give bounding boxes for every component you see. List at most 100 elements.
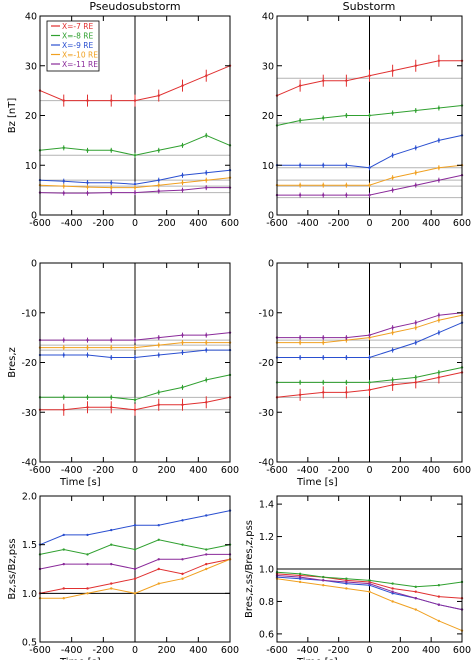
x-tick-label: -200: [328, 645, 350, 656]
data-point: [205, 341, 208, 344]
data-point: [345, 193, 348, 197]
x-tick-label: 0: [366, 218, 372, 229]
y-tick-label: -10: [21, 308, 37, 319]
data-point: [62, 184, 65, 188]
data-point: [205, 74, 208, 77]
data-point: [345, 391, 348, 394]
data-point: [345, 587, 348, 590]
data-point: [437, 166, 441, 169]
data-point: [345, 381, 348, 384]
data-point: [414, 608, 417, 611]
data-point: [181, 558, 184, 561]
data-point: [86, 396, 89, 399]
data-point: [110, 99, 113, 102]
data-point: [368, 193, 371, 197]
data-point: [157, 403, 160, 406]
legend-label: X=-10 RE: [62, 51, 98, 60]
x-tick-label: -600: [29, 218, 51, 229]
legend-label: X=-11 RE: [62, 60, 98, 69]
data-point: [437, 106, 441, 110]
data-point: [322, 575, 325, 579]
data-point: [298, 336, 302, 339]
data-point: [205, 553, 208, 556]
data-point: [181, 174, 184, 177]
data-point: [86, 353, 89, 357]
data-point: [133, 191, 137, 194]
data-point: [345, 580, 348, 584]
data-point: [133, 567, 137, 571]
data-point: [110, 346, 113, 349]
data-point: [86, 553, 89, 556]
data-point: [322, 579, 325, 582]
data-point: [414, 597, 417, 600]
data-point: [345, 79, 348, 82]
data-point: [298, 381, 302, 384]
data-point: [110, 356, 113, 359]
data-point: [391, 154, 394, 157]
y-tick-label: 20: [25, 111, 37, 122]
data-point: [437, 584, 441, 587]
x-axis-label: Time [s]: [296, 657, 338, 660]
y-tick-label: 0.8: [259, 597, 274, 608]
data-point: [86, 338, 89, 342]
column-title-substorm: Substorm: [343, 0, 396, 13]
data-point: [157, 336, 160, 339]
data-point: [205, 186, 208, 189]
y-tick-label: 20: [262, 111, 274, 122]
data-point: [86, 191, 89, 195]
data-point: [414, 341, 417, 344]
data-point: [86, 587, 89, 590]
data-point: [62, 597, 65, 600]
y-tick-label: -20: [21, 358, 37, 369]
data-point: [345, 183, 348, 187]
data-point: [368, 166, 371, 169]
y-tick-label: 10: [25, 161, 37, 172]
data-point: [205, 178, 208, 182]
data-point: [298, 341, 302, 344]
y-tick-label: -30: [21, 408, 37, 419]
data-point: [322, 116, 325, 120]
data-point: [437, 178, 441, 182]
x-tick-label: 400: [189, 645, 207, 656]
data-point: [86, 185, 89, 189]
x-tick-label: 400: [422, 645, 440, 656]
data-point: [86, 346, 89, 349]
y-tick-label: 1.2: [259, 532, 274, 543]
y-tick-label: 1.5: [22, 540, 37, 551]
x-tick-label: 400: [189, 465, 207, 476]
y-axis-label: Bres,z,ss/Bres,z,pss: [244, 520, 255, 618]
data-point: [322, 183, 325, 187]
data-point: [133, 592, 137, 595]
data-point: [391, 176, 394, 179]
x-tick-label: -200: [93, 218, 115, 229]
y-tick-label: -10: [258, 308, 274, 319]
y-tick-label: 0: [268, 211, 274, 222]
data-point: [110, 562, 113, 566]
data-point: [391, 326, 394, 329]
data-point: [62, 191, 65, 195]
data-point: [414, 146, 417, 150]
data-point: [181, 188, 184, 192]
x-tick-label: -200: [328, 218, 350, 229]
data-point: [110, 587, 113, 590]
data-point: [62, 396, 65, 399]
data-point: [345, 164, 348, 167]
data-point: [133, 182, 137, 186]
data-point: [62, 408, 65, 411]
x-tick-label: -600: [266, 218, 288, 229]
data-point: [205, 567, 208, 571]
x-tick-label: 200: [158, 645, 176, 656]
data-point: [414, 590, 417, 593]
data-point: [86, 149, 89, 152]
data-point: [298, 580, 302, 584]
y-tick-label: -40: [21, 458, 37, 469]
data-point: [110, 406, 113, 409]
legend-label: X=-9 RE: [62, 41, 93, 50]
data-point: [86, 592, 89, 595]
y-tick-label: -30: [258, 408, 274, 419]
x-tick-label: 200: [391, 465, 409, 476]
x-tick-label: -200: [93, 465, 115, 476]
data-point: [391, 383, 394, 387]
x-tick-label: -400: [297, 218, 319, 229]
